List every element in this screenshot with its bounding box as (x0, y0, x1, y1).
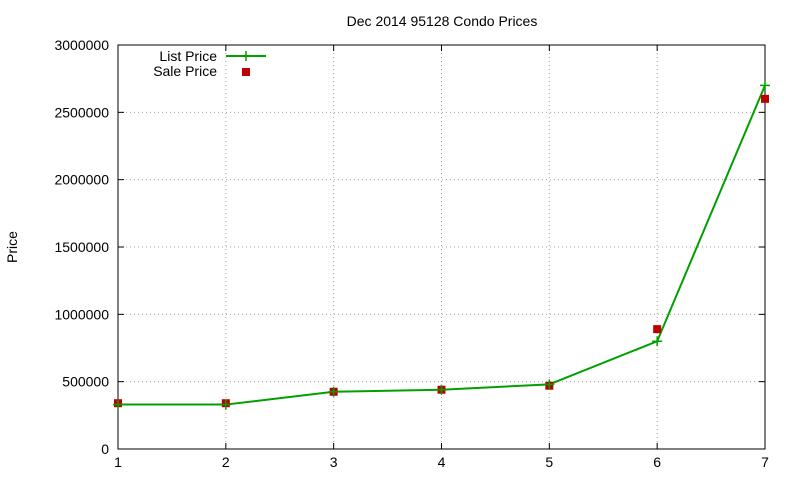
x-axis: 1 2 3 4 5 6 7 (114, 45, 769, 470)
x-tick-label: 4 (438, 454, 446, 470)
legend-label-list-price: List Price (159, 48, 217, 64)
legend-marker-list-price (241, 51, 251, 61)
x-tick-label: 3 (330, 454, 338, 470)
list-price-marker (328, 386, 339, 397)
x-tick-label: 6 (653, 454, 661, 470)
x-tick-label: 2 (222, 454, 230, 470)
legend-label-sale-price: Sale Price (153, 63, 217, 79)
list-price-marker (760, 80, 770, 91)
sale-price-marker (653, 325, 662, 334)
list-price-marker (436, 384, 447, 395)
chart-title: Dec 2014 95128 Condo Prices (347, 13, 538, 29)
series-layer (113, 80, 770, 410)
legend: List Price Sale Price (153, 48, 266, 79)
list-price-marker (220, 399, 231, 410)
y-tick-label: 2000000 (54, 172, 109, 188)
y-tick-label: 0 (101, 441, 109, 457)
list-price-marker (113, 399, 123, 410)
y-tick-label: 1000000 (54, 306, 109, 322)
list-price-marker (652, 336, 663, 347)
y-tick-label: 2500000 (54, 104, 109, 120)
legend-marker-sale-price (242, 68, 250, 76)
x-tick-label: 1 (114, 454, 122, 470)
plot-frame (117, 44, 766, 450)
y-tick-label: 500000 (62, 374, 109, 390)
x-tick-label: 5 (545, 454, 553, 470)
x-tick-label: 7 (761, 454, 769, 470)
y-axis-label: Price (4, 231, 20, 263)
sale-price-marker (761, 94, 769, 103)
y-tick-label: 3000000 (54, 37, 109, 53)
y-tick-label: 1500000 (54, 239, 109, 255)
list-price-marker (544, 379, 555, 390)
